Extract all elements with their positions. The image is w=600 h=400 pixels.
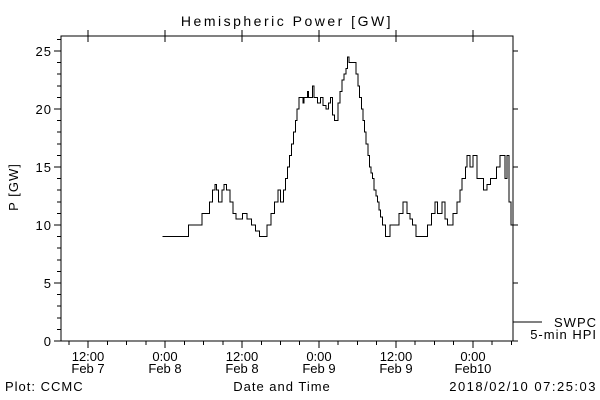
x-tick-label: 12:00 Feb 9 [358, 349, 434, 376]
x-tick-label: 12:00 Feb 7 [50, 349, 126, 376]
x-tick-time: 12:00 [225, 349, 259, 364]
plot-frame [60, 35, 514, 342]
x-tick-date: Feb 7 [71, 361, 105, 376]
x-tick-label: 0:00 Feb 8 [127, 349, 203, 376]
legend-series-desc: 5-min HPI [530, 327, 597, 342]
legend-series-name: SWPC [554, 315, 597, 330]
x-tick-time: 0:00 [306, 349, 332, 364]
plot-credit: Plot: CCMC [5, 379, 84, 394]
x-tick-date: Feb 8 [225, 361, 259, 376]
y-tick-label: 5 [43, 275, 52, 291]
x-tick-date: Feb 9 [379, 361, 413, 376]
x-tick-date: Feb 8 [148, 361, 182, 376]
y-tick-label: 25 [35, 43, 52, 59]
y-tick-label: 15 [35, 159, 52, 175]
x-tick-date: Feb10 [454, 361, 492, 376]
x-tick-time: 0:00 [460, 349, 486, 364]
x-tick-label: 0:00 Feb10 [435, 349, 511, 376]
y-tick-label: 20 [35, 101, 52, 117]
x-tick-label: 12:00 Feb 8 [204, 349, 280, 376]
x-tick-time: 0:00 [152, 349, 178, 364]
hpi-data-line [162, 56, 513, 238]
chart-title: Hemispheric Power [GW] [180, 13, 394, 29]
y-tick-label: 0 [43, 334, 52, 349]
y-axis-title: P [GW] [6, 163, 21, 211]
plot-timestamp: 2018/02/10 07:25:03 [449, 379, 597, 394]
x-tick-time: 12:00 [379, 349, 413, 364]
x-axis-title: Date and Time [233, 379, 331, 394]
x-tick-label: 0:00 Feb 9 [281, 349, 357, 376]
y-tick-label: 10 [35, 217, 52, 233]
x-tick-date: Feb 9 [302, 361, 336, 376]
x-tick-time: 12:00 [71, 349, 105, 364]
